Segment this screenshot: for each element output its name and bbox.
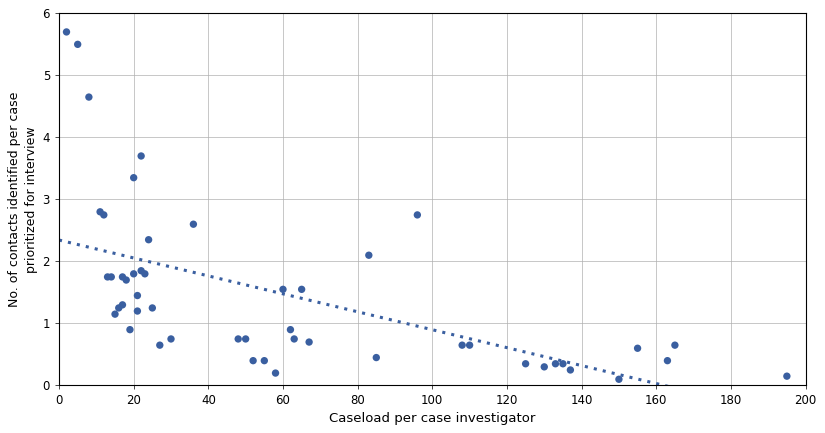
Point <box>146 304 159 311</box>
Point <box>164 336 177 343</box>
X-axis label: Caseload per case investigator: Caseload per case investigator <box>329 412 535 425</box>
Point <box>668 342 681 349</box>
Point <box>276 286 290 293</box>
Point <box>134 267 148 274</box>
Point <box>247 357 260 364</box>
Point <box>60 29 73 36</box>
Point <box>549 360 562 367</box>
Point <box>257 357 271 364</box>
Point <box>116 301 129 308</box>
Point <box>631 345 644 352</box>
Point <box>97 211 111 218</box>
Point <box>303 339 316 346</box>
Point <box>370 354 383 361</box>
Point <box>269 370 282 377</box>
Point <box>112 304 125 311</box>
Point <box>519 360 532 367</box>
Point <box>127 270 140 277</box>
Point <box>82 94 96 100</box>
Point <box>153 342 167 349</box>
Point <box>612 376 625 383</box>
Point <box>120 277 133 284</box>
Point <box>71 41 84 48</box>
Point <box>295 286 309 293</box>
Point <box>108 311 121 318</box>
Point <box>563 366 577 373</box>
Point <box>661 357 674 364</box>
Point <box>124 326 137 333</box>
Point <box>131 307 144 314</box>
Point <box>134 152 148 159</box>
Point <box>463 342 476 349</box>
Point <box>186 221 200 228</box>
Point <box>127 174 140 181</box>
Point <box>105 274 118 281</box>
Point <box>93 208 106 215</box>
Point <box>288 336 301 343</box>
Point <box>455 342 469 349</box>
Point <box>139 270 152 277</box>
Point <box>101 274 114 281</box>
Point <box>232 336 245 343</box>
Point <box>362 252 375 259</box>
Point <box>142 236 155 243</box>
Point <box>284 326 297 333</box>
Point <box>131 292 144 299</box>
Point <box>239 336 252 343</box>
Point <box>411 211 424 218</box>
Point <box>116 274 129 281</box>
Point <box>538 363 551 370</box>
Point <box>780 373 794 380</box>
Point <box>556 360 569 367</box>
Y-axis label: No. of contacts identified per case
prioritized for interview: No. of contacts identified per case prio… <box>8 92 38 307</box>
